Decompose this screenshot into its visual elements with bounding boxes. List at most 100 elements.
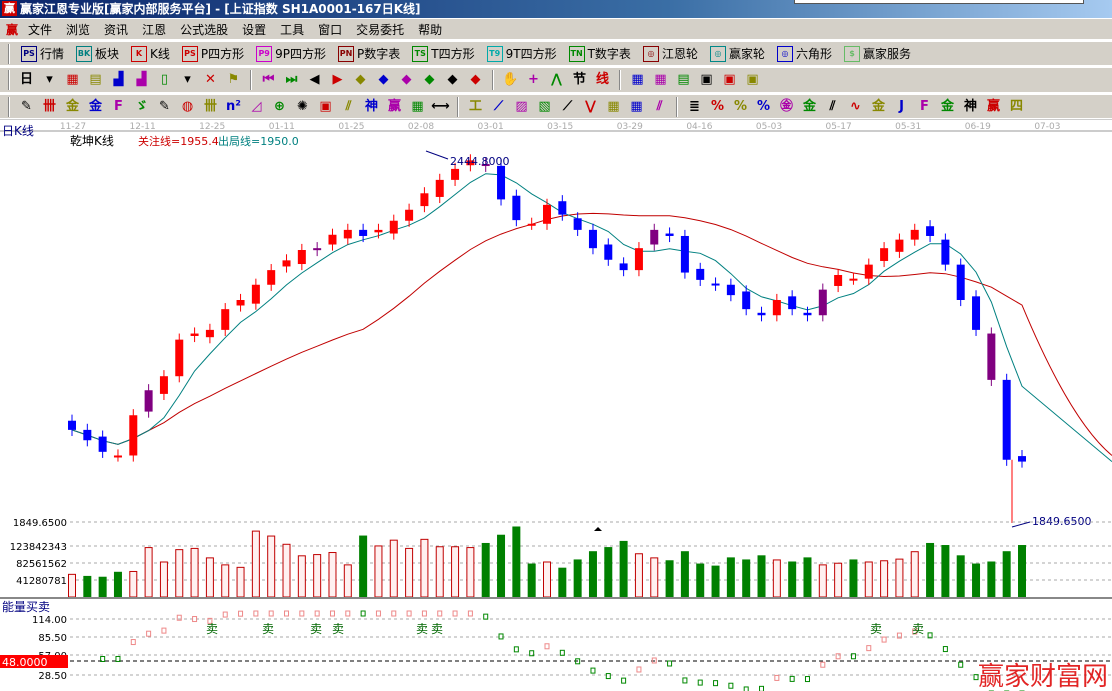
- toolbar-button[interactable]: ◎ 六角形: [772, 45, 837, 62]
- tool-icon[interactable]: 赢: [986, 98, 1000, 114]
- tool-icon[interactable]: F: [920, 98, 929, 114]
- tool-icon[interactable]: ◆: [470, 72, 481, 87]
- tool-icon[interactable]: ◍: [181, 98, 194, 114]
- tool-icon[interactable]: ⏮: [262, 72, 275, 87]
- title-search-input[interactable]: [794, 0, 1084, 4]
- tool-icon[interactable]: +: [528, 72, 539, 87]
- tool-icon[interactable]: ▦: [654, 72, 667, 87]
- menu-item[interactable]: 交易委托: [356, 22, 405, 37]
- tool-icon[interactable]: ▾: [46, 72, 53, 87]
- tool-icon[interactable]: 卌: [203, 98, 217, 114]
- tool-icon[interactable]: 金: [940, 98, 954, 114]
- tool-icon[interactable]: %: [733, 98, 748, 114]
- tool-icon[interactable]: ◆: [355, 72, 366, 87]
- tool-icon[interactable]: ▦: [607, 98, 620, 114]
- toolbar-button[interactable]: $ 赢家服务: [839, 45, 916, 62]
- tool-icon[interactable]: ✕: [205, 72, 216, 87]
- toolbar-button[interactable]: TN T数字表: [564, 45, 636, 62]
- tool-icon[interactable]: ✎: [159, 98, 170, 114]
- tool-icon[interactable]: 卌: [42, 98, 56, 114]
- kline-chart[interactable]: 11-27 12-11 12-25 01-11 01-25 02-08 03-01 03-15…: [0, 119, 1112, 691]
- volume-bar: [588, 551, 597, 598]
- tool-icon[interactable]: n²: [226, 98, 241, 114]
- tool-icon[interactable]: ▦: [66, 72, 79, 87]
- tool-icon[interactable]: ⋁: [585, 98, 596, 114]
- toolbar-button[interactable]: PS P四方形: [177, 45, 249, 62]
- menu-item[interactable]: 工具: [280, 22, 305, 37]
- tool-icon[interactable]: ✋: [502, 72, 519, 87]
- toolbar-button[interactable]: TS T四方形: [407, 45, 479, 62]
- tool-icon[interactable]: %: [710, 98, 725, 114]
- tool-icon[interactable]: ゞ: [134, 98, 148, 114]
- tool-icon[interactable]: ⏭: [285, 72, 298, 87]
- tool-icon[interactable]: 神: [364, 98, 378, 114]
- tool-icon[interactable]: ◀: [309, 72, 320, 87]
- menu-item[interactable]: 窗口: [318, 22, 343, 37]
- tool-icon[interactable]: J: [899, 98, 904, 114]
- tool-icon[interactable]: 线: [595, 72, 609, 87]
- tool-icon[interactable]: ▧: [538, 98, 551, 114]
- tool-icon[interactable]: ◿: [251, 98, 262, 114]
- menu-item[interactable]: 设置: [242, 22, 267, 37]
- tool-icon[interactable]: ⫽: [345, 98, 352, 114]
- toolbar-button[interactable]: BK 板块: [71, 45, 124, 62]
- toolbar-button[interactable]: T9 9T四方形: [482, 45, 562, 62]
- tool-icon[interactable]: ▯: [160, 72, 169, 87]
- tool-icon[interactable]: ㊎: [779, 98, 793, 114]
- tool-icon[interactable]: ⟷: [431, 98, 450, 114]
- tool-icon[interactable]: ⫽: [656, 98, 663, 114]
- period-select[interactable]: 日: [19, 72, 33, 87]
- tool-icon[interactable]: ◆: [447, 72, 458, 87]
- tool-icon[interactable]: 节: [572, 72, 586, 87]
- tool-icon[interactable]: ◆: [424, 72, 435, 87]
- tool-icon[interactable]: ▦: [630, 98, 643, 114]
- tool-icon[interactable]: ▣: [723, 72, 736, 87]
- tool-icon[interactable]: 金: [65, 98, 79, 114]
- tool-icon[interactable]: ▨: [515, 98, 528, 114]
- tool-icon[interactable]: ▟: [136, 72, 147, 87]
- tool-icon[interactable]: ▣: [700, 72, 713, 87]
- tool-icon[interactable]: 四: [1009, 98, 1023, 114]
- tool-icon[interactable]: ≣: [689, 98, 700, 114]
- menu-item[interactable]: 浏览: [66, 22, 91, 37]
- tool-icon[interactable]: F: [114, 98, 123, 114]
- toolbar-button[interactable]: PN P数字表: [333, 45, 405, 62]
- tool-icon[interactable]: ⊕: [274, 98, 285, 114]
- tool-icon[interactable]: 赢: [387, 98, 401, 114]
- tool-icon[interactable]: ⟋: [493, 98, 504, 114]
- tool-icon[interactable]: 金: [802, 98, 816, 114]
- menu-item[interactable]: 文件: [28, 22, 53, 37]
- tool-icon[interactable]: ▣: [319, 98, 332, 114]
- tool-icon[interactable]: ▤: [677, 72, 690, 87]
- menu-item[interactable]: 帮助: [418, 22, 443, 37]
- tool-icon[interactable]: ▦: [411, 98, 424, 114]
- toolbar-button[interactable]: K K线: [126, 45, 175, 62]
- tool-icon[interactable]: ▦: [631, 72, 644, 87]
- tool-icon[interactable]: ▣: [746, 72, 759, 87]
- menu-item[interactable]: 江恩: [142, 22, 167, 37]
- menu-item[interactable]: 资讯: [104, 22, 129, 37]
- tool-icon[interactable]: ⫽: [829, 98, 836, 114]
- tool-icon[interactable]: 金: [88, 98, 102, 114]
- tool-icon[interactable]: ∿: [850, 98, 861, 114]
- tool-icon[interactable]: 神: [963, 98, 977, 114]
- tool-icon[interactable]: ✎: [21, 98, 32, 114]
- tool-icon[interactable]: ◆: [378, 72, 389, 87]
- tool-icon[interactable]: ⟋: [562, 98, 573, 114]
- tool-icon[interactable]: 工: [468, 98, 482, 114]
- toolbar-button[interactable]: PS 行情: [16, 45, 69, 62]
- tool-icon[interactable]: ⋀: [551, 72, 562, 87]
- tool-icon[interactable]: %: [756, 98, 771, 114]
- tool-icon[interactable]: 金: [871, 98, 885, 114]
- tool-icon[interactable]: ▶: [332, 72, 343, 87]
- toolbar-button[interactable]: ◎ 江恩轮: [638, 45, 703, 62]
- tool-icon[interactable]: ⚑: [227, 72, 240, 87]
- tool-icon[interactable]: ▤: [89, 72, 102, 87]
- tool-icon[interactable]: ✺: [297, 98, 308, 114]
- toolbar-button[interactable]: P9 9P四方形: [251, 45, 331, 62]
- tool-icon[interactable]: ◆: [401, 72, 412, 87]
- menu-item[interactable]: 公式选股: [180, 22, 229, 37]
- tool-icon[interactable]: ▟: [113, 72, 124, 87]
- tool-icon[interactable]: ▾: [184, 72, 191, 87]
- toolbar-button[interactable]: ◎ 赢家轮: [705, 45, 770, 62]
